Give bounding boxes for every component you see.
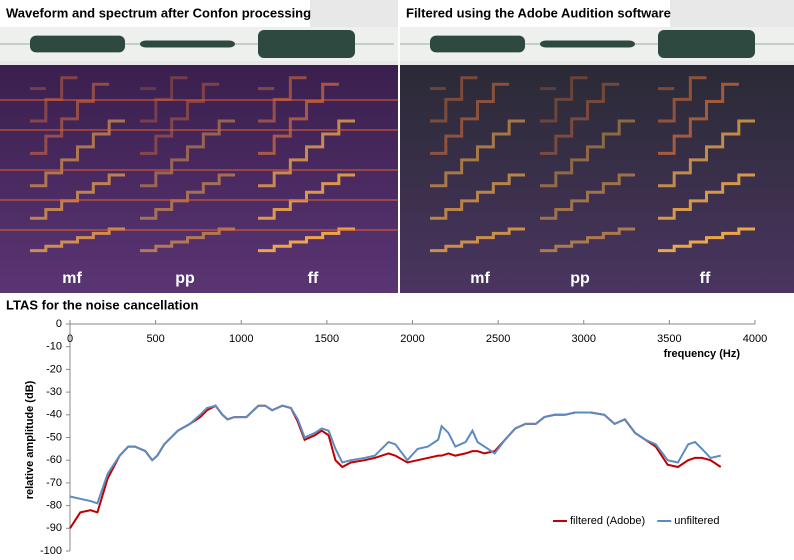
dynamics-labels: mf pp ff mf pp ff	[62, 270, 711, 287]
series-line	[69, 404, 721, 505]
waveform	[540, 40, 635, 48]
harmonic	[540, 119, 635, 188]
y-tick-label: -40	[46, 409, 62, 421]
x-axis-label: frequency (Hz)	[664, 348, 741, 360]
harmonic	[540, 173, 635, 220]
title-box	[400, 0, 670, 27]
dynamics-label: ff	[308, 270, 319, 287]
waveform	[430, 35, 525, 53]
harmonic	[658, 227, 755, 253]
x-tick-label: 0	[67, 333, 73, 345]
y-tick-label: -100	[40, 545, 62, 557]
harmonic	[140, 82, 220, 155]
x-tick-label: 3000	[572, 333, 596, 345]
harmonic	[430, 227, 525, 253]
chart-title: LTAS for the noise cancellation	[6, 297, 198, 312]
harmonic	[258, 119, 355, 188]
harmonic	[258, 227, 355, 253]
spectrogram-detail	[0, 27, 794, 253]
harmonic	[658, 76, 707, 123]
harmonic	[430, 173, 525, 220]
y-tick-label: -80	[46, 500, 62, 512]
harmonic	[140, 119, 235, 188]
y-tick-label: -30	[46, 386, 62, 398]
harmonic	[540, 76, 588, 123]
spectrogram	[400, 65, 794, 293]
legend-label: filtered (Adobe)	[570, 515, 645, 527]
harmonic	[658, 82, 739, 155]
x-tick-label: 2500	[486, 333, 510, 345]
x-tick-label: 3500	[657, 333, 681, 345]
dynamics-label: mf	[62, 270, 82, 287]
waveform	[658, 30, 755, 58]
title-box	[0, 0, 310, 27]
harmonic	[258, 82, 339, 155]
y-tick-label: -60	[46, 454, 62, 466]
dynamics-label: mf	[470, 270, 490, 287]
dynamics-label: pp	[175, 270, 195, 287]
y-tick-label: -90	[46, 522, 62, 534]
harmonic	[540, 227, 635, 253]
harmonic	[140, 173, 235, 220]
harmonic	[30, 82, 110, 155]
harmonic	[430, 119, 525, 188]
x-tick-label: 1500	[315, 333, 339, 345]
panel-title: Waveform and spectrum after Confon proce…	[6, 5, 311, 20]
dynamics-label: ff	[700, 270, 711, 287]
harmonic	[258, 173, 355, 220]
harmonic	[658, 119, 755, 188]
y-tick-label: -20	[46, 363, 62, 375]
series-line	[69, 404, 722, 529]
x-tick-label: 2000	[400, 333, 424, 345]
harmonic	[30, 173, 125, 220]
spectrogram	[0, 65, 398, 293]
y-axis-label: relative amplitude (dB)	[24, 380, 36, 499]
harmonic	[30, 227, 125, 253]
waveform	[30, 35, 125, 53]
harmonic	[30, 119, 125, 188]
panel-title: Filtered using the Adobe Audition softwa…	[406, 5, 671, 20]
waveform	[140, 40, 235, 48]
y-tick-label: -70	[46, 477, 62, 489]
x-tick-label: 1000	[229, 333, 253, 345]
legend-label: unfiltered	[674, 515, 719, 527]
dynamics-label: pp	[570, 270, 590, 287]
harmonic	[430, 82, 510, 155]
harmonic	[540, 82, 620, 155]
waveform	[258, 30, 355, 58]
y-tick-label: 0	[56, 318, 62, 330]
y-tick-label: -10	[46, 341, 62, 353]
harmonic	[430, 76, 478, 123]
y-tick-label: -50	[46, 431, 62, 443]
harmonic	[140, 227, 235, 253]
x-tick-label: 4000	[743, 333, 767, 345]
harmonic	[658, 173, 755, 220]
x-tick-label: 500	[146, 333, 164, 345]
